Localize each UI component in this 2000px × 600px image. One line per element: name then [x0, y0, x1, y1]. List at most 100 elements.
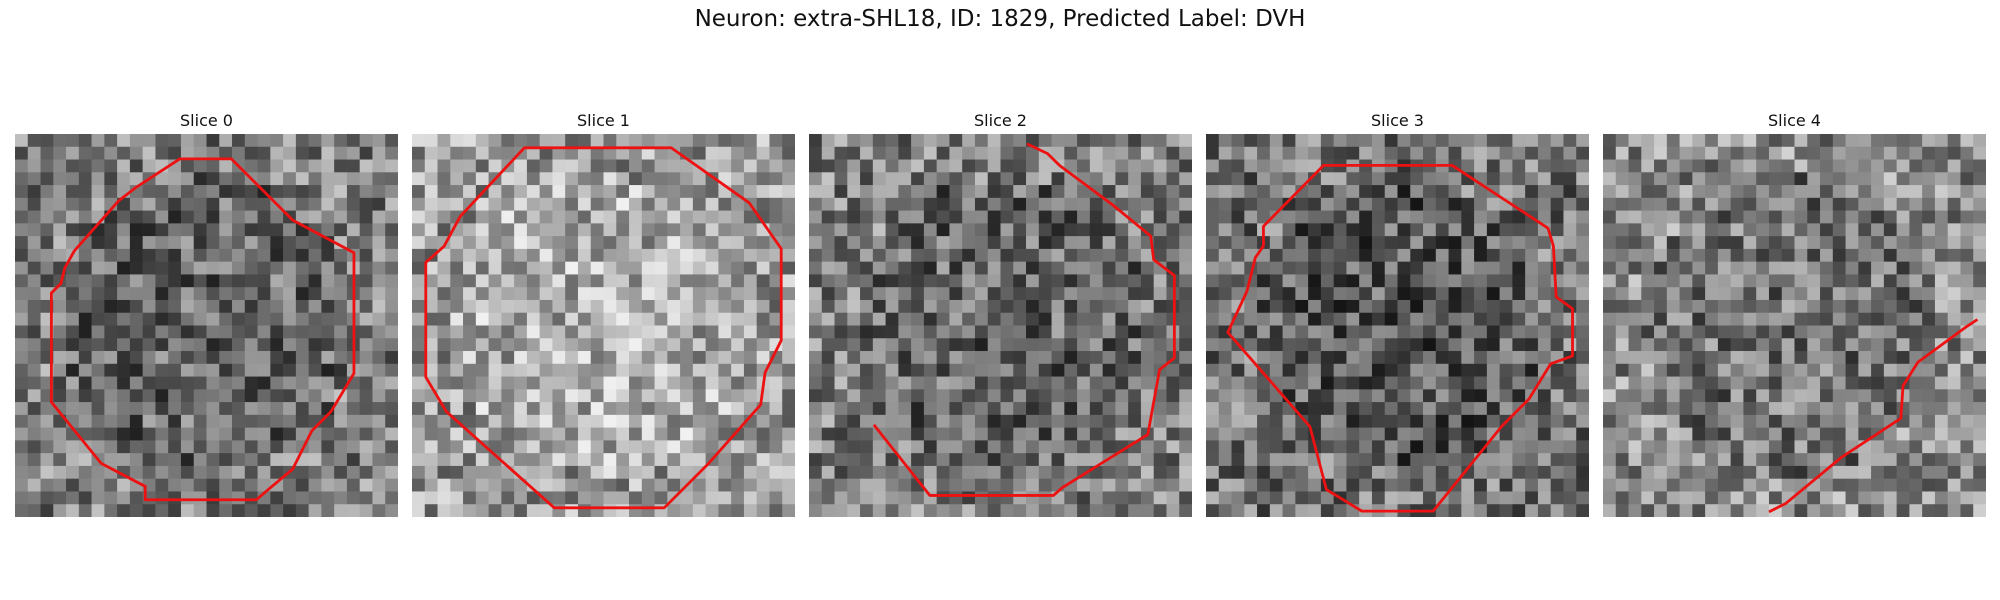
image-pixel: [66, 491, 80, 505]
image-pixel: [1896, 287, 1910, 301]
image-pixel: [526, 299, 540, 313]
image-pixel: [1883, 261, 1897, 275]
image-pixel: [1654, 274, 1668, 288]
image-pixel: [1641, 287, 1655, 301]
image-pixel: [616, 465, 630, 479]
image-pixel: [911, 414, 925, 428]
image-pixel: [1269, 299, 1283, 313]
image-pixel: [526, 325, 540, 339]
image-pixel: [1435, 478, 1449, 492]
image-pixel: [270, 440, 284, 454]
image-pixel: [15, 274, 29, 288]
image-pixel: [514, 210, 528, 224]
image-pixel: [1295, 312, 1309, 326]
image-pixel: [526, 376, 540, 390]
image-pixel: [809, 440, 823, 454]
image-pixel: [923, 210, 937, 224]
image-pixel: [756, 146, 770, 160]
image-pixel: [1295, 363, 1309, 377]
image-pixel: [1371, 146, 1385, 160]
image-pixel: [1896, 134, 1910, 148]
image-pixel: [1641, 440, 1655, 454]
image-pixel: [629, 159, 643, 173]
image-pixel: [872, 440, 886, 454]
image-pixel: [577, 146, 591, 160]
image-pixel: [1832, 197, 1846, 211]
image-pixel: [1218, 197, 1232, 211]
image-pixel: [437, 274, 451, 288]
image-pixel: [1397, 172, 1411, 186]
image-pixel: [692, 478, 706, 492]
image-pixel: [1756, 223, 1770, 237]
image-pixel: [526, 363, 540, 377]
image-pixel: [257, 172, 271, 186]
image-pixel: [334, 465, 348, 479]
image-pixel: [1038, 351, 1052, 365]
image-pixel: [1371, 223, 1385, 237]
image-pixel: [244, 453, 258, 467]
image-pixel: [526, 185, 540, 199]
image-pixel: [1140, 504, 1154, 517]
image-pixel: [1384, 440, 1398, 454]
image-pixel: [1166, 504, 1180, 517]
image-pixel: [1295, 236, 1309, 250]
image-pixel: [1384, 376, 1398, 390]
image-pixel: [769, 363, 783, 377]
image-pixel: [372, 299, 386, 313]
image-pixel: [1231, 504, 1245, 517]
image-pixel: [104, 351, 118, 365]
image-pixel: [1525, 478, 1539, 492]
image-pixel: [1128, 185, 1142, 199]
image-pixel: [1308, 236, 1322, 250]
image-pixel: [1128, 402, 1142, 416]
image-pixel: [1077, 402, 1091, 416]
image-pixel: [450, 440, 464, 454]
image-pixel: [1013, 491, 1027, 505]
image-pixel: [372, 363, 386, 377]
image-pixel: [1448, 402, 1462, 416]
image-pixel: [1153, 146, 1167, 160]
image-pixel: [590, 453, 604, 467]
image-pixel: [974, 504, 988, 517]
image-pixel: [1244, 159, 1258, 173]
image-pixel: [1807, 197, 1821, 211]
image-pixel: [680, 159, 694, 173]
image-pixel: [346, 440, 360, 454]
image-pixel: [1934, 159, 1948, 173]
image-pixel: [1000, 185, 1014, 199]
image-pixel: [1832, 363, 1846, 377]
image-pixel: [1666, 172, 1680, 186]
image-pixel: [295, 478, 309, 492]
image-pixel: [1628, 504, 1642, 517]
image-pixel: [743, 172, 757, 186]
image-pixel: [463, 363, 477, 377]
image-pixel: [1756, 236, 1770, 250]
image-pixel: [1000, 172, 1014, 186]
image-pixel: [1231, 287, 1245, 301]
image-pixel: [1077, 236, 1091, 250]
image-pixel: [1026, 338, 1040, 352]
image-pixel: [1179, 351, 1192, 365]
image-pixel: [1768, 159, 1782, 173]
image-pixel: [1435, 338, 1449, 352]
image-pixel: [539, 478, 553, 492]
image-pixel: [705, 491, 719, 505]
image-pixel: [1486, 312, 1500, 326]
image-pixel: [1909, 427, 1923, 441]
image-pixel: [1128, 134, 1142, 148]
image-pixel: [295, 414, 309, 428]
image-pixel: [1973, 363, 1986, 377]
image-pixel: [1231, 185, 1245, 199]
image-pixel: [168, 351, 182, 365]
image-pixel: [1308, 325, 1322, 339]
image-pixel: [232, 172, 246, 186]
image-pixel: [743, 338, 757, 352]
image-pixel: [1730, 261, 1744, 275]
image-pixel: [1743, 210, 1757, 224]
image-pixel: [590, 248, 604, 262]
image-pixel: [1115, 491, 1129, 505]
image-pixel: [1423, 185, 1437, 199]
image-pixel: [385, 223, 398, 237]
image-pixel: [1576, 312, 1589, 326]
image-pixel: [385, 351, 398, 365]
